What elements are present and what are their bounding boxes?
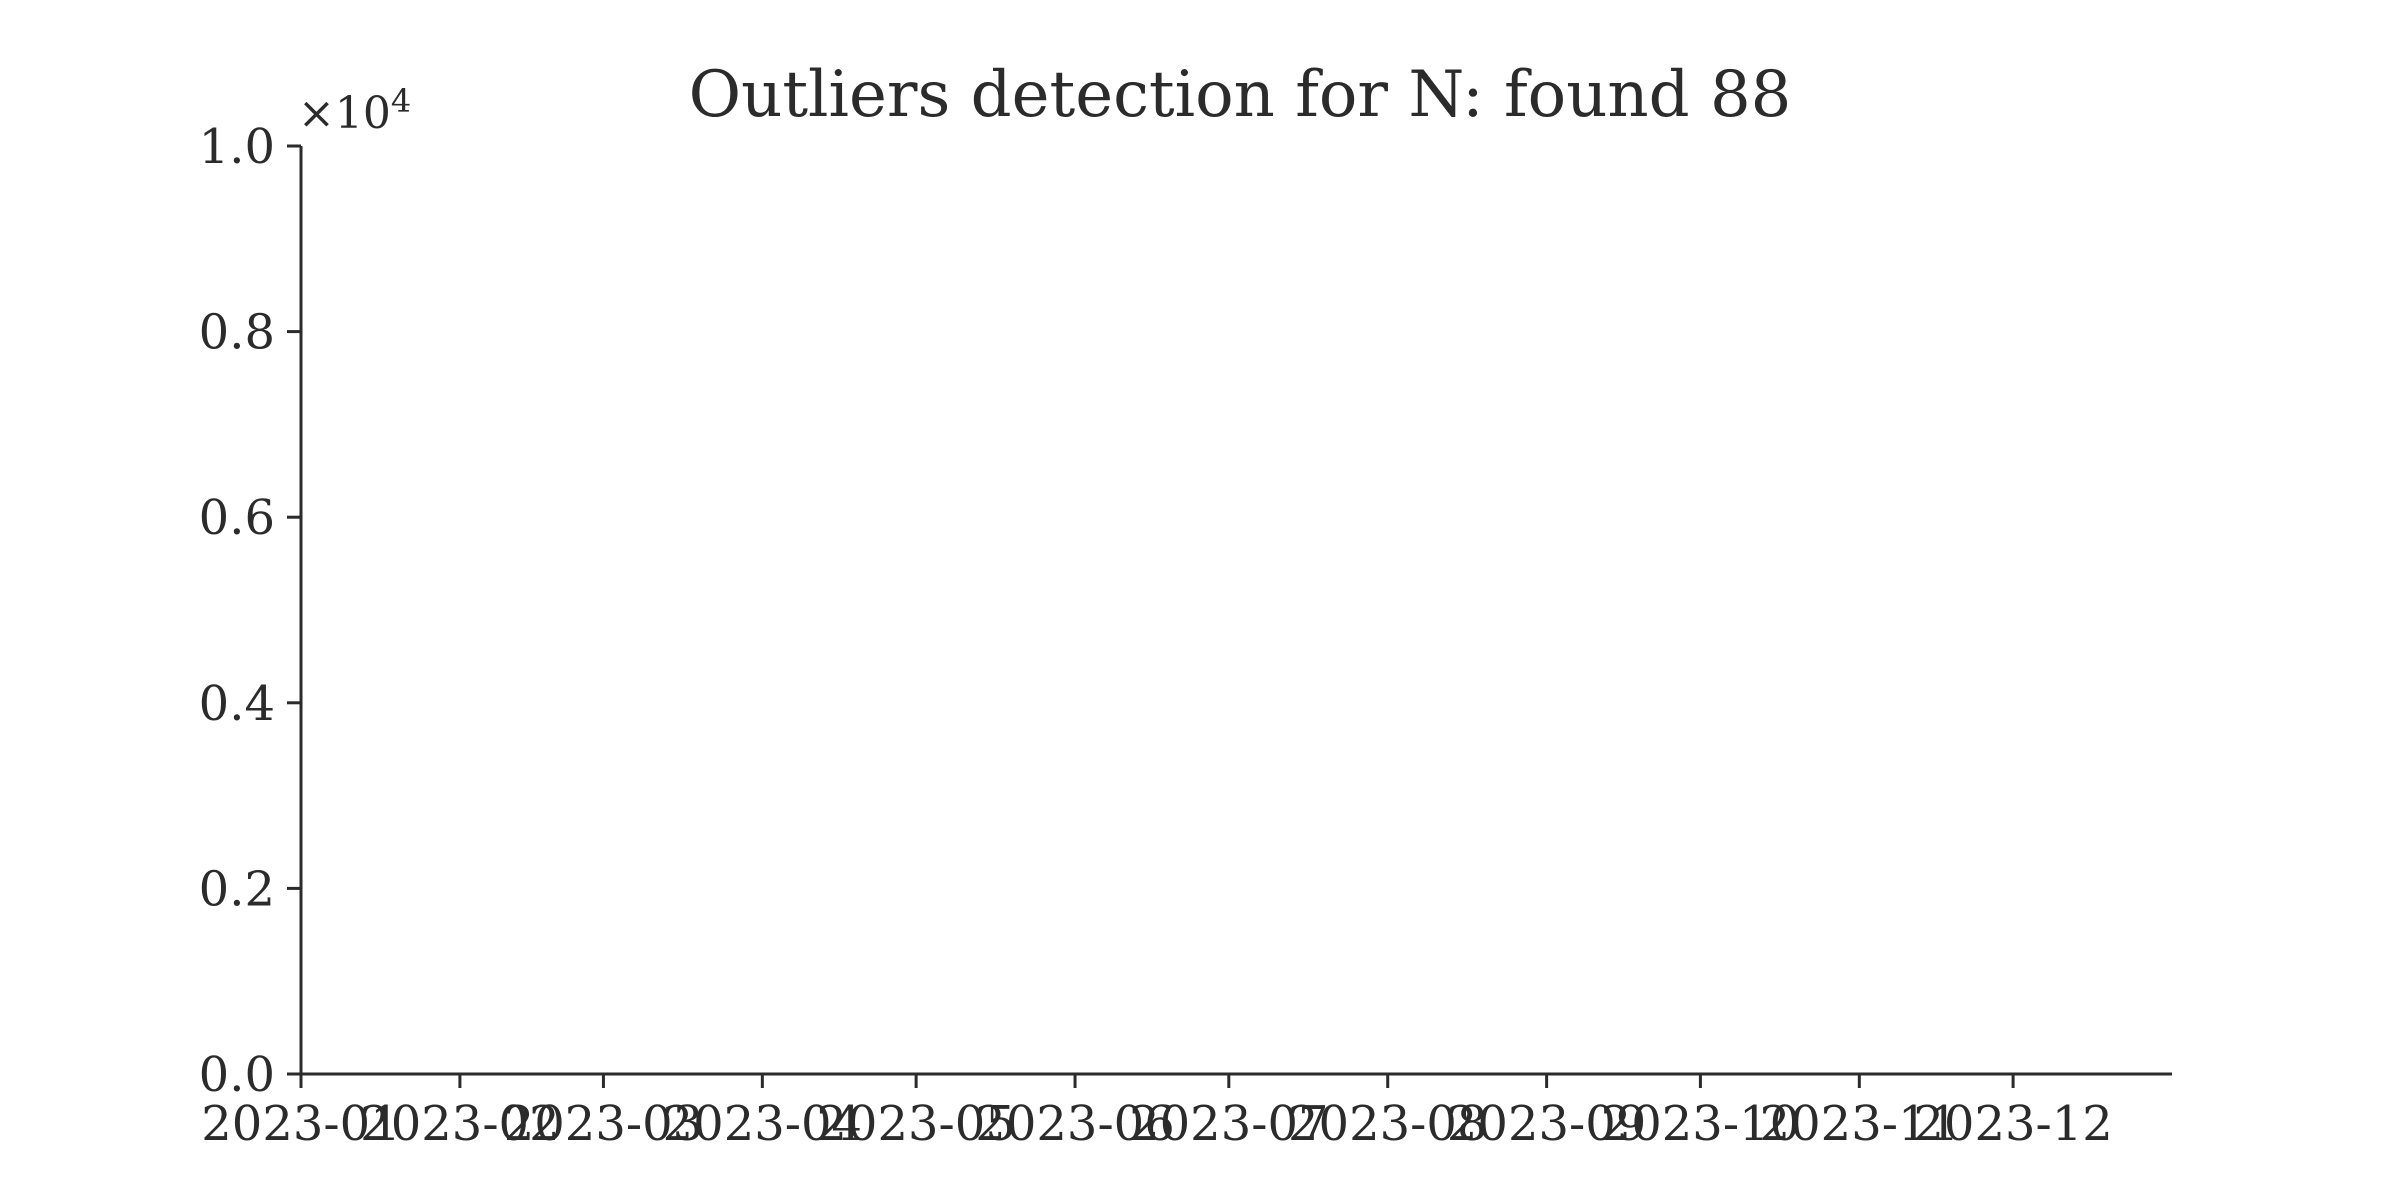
x-tick-label: 2023-04 bbox=[663, 1096, 862, 1152]
x-tick-label: 2023-06 bbox=[975, 1096, 1174, 1152]
y-tick-label: 0.6 bbox=[199, 490, 275, 546]
x-tick-label: 2023-09 bbox=[1447, 1096, 1646, 1152]
y-axis-multiplier-base: ×10 bbox=[298, 88, 391, 139]
x-tick-label: 2023-10 bbox=[1601, 1096, 1800, 1152]
x-tick-label: 2023-11 bbox=[1760, 1096, 1959, 1152]
y-axis-multiplier-exponent: 4 bbox=[391, 82, 411, 120]
x-tick-label: 2023-02 bbox=[360, 1096, 559, 1152]
y-axis: 0.0 0.2 0.4 0.6 0.8 1.0 bbox=[199, 119, 303, 1103]
x-tick-label: 2023-07 bbox=[1129, 1096, 1328, 1152]
y-axis-multiplier: ×104 bbox=[298, 82, 411, 139]
x-tick-label: 2023-03 bbox=[504, 1096, 703, 1152]
x-tick-label: 2023-05 bbox=[816, 1096, 1015, 1152]
x-tick-label: 2023-01 bbox=[201, 1096, 400, 1152]
y-tick-label: 0.2 bbox=[199, 861, 275, 917]
y-tick-label: 0.0 bbox=[199, 1047, 275, 1103]
x-axis: 2023-012023-022023-032023-042023-052023-… bbox=[201, 1072, 2172, 1152]
x-tick-label: 2023-12 bbox=[1913, 1096, 2112, 1152]
y-tick-label: 0.4 bbox=[199, 676, 275, 732]
y-tick-label: 0.8 bbox=[199, 305, 275, 361]
chart-title: Outliers detection for N: found 88 bbox=[689, 58, 1792, 132]
y-tick-label: 1.0 bbox=[199, 119, 275, 175]
x-tick-label: 2023-08 bbox=[1288, 1096, 1487, 1152]
